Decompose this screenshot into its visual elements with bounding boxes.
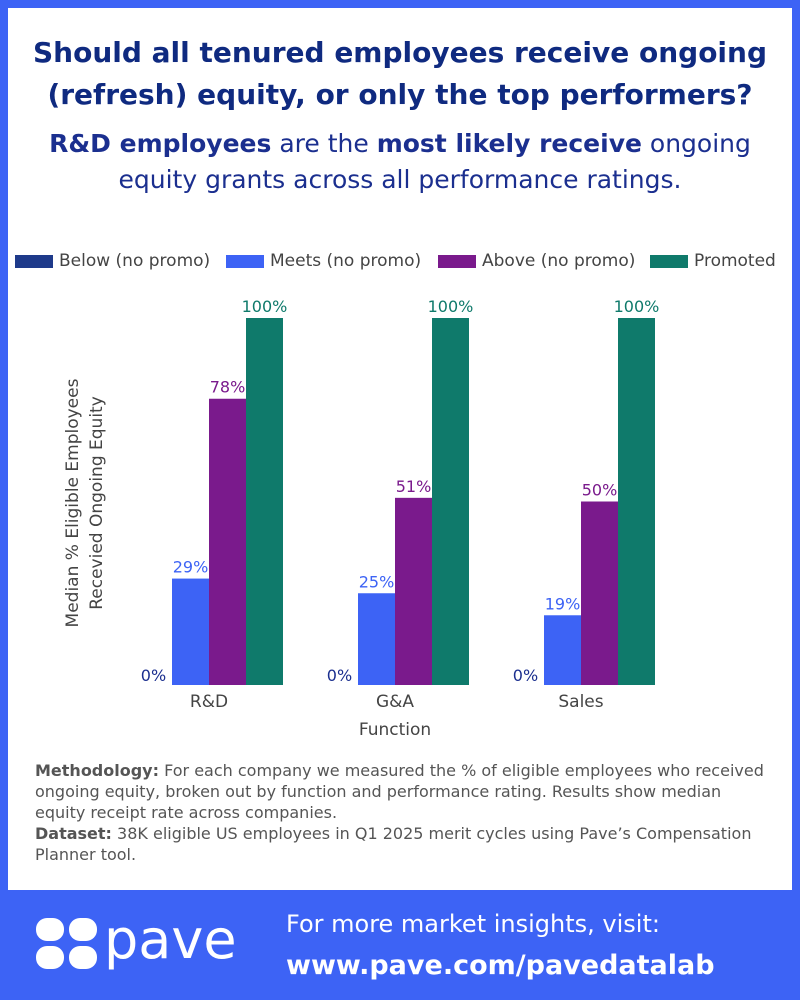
dataset-label: Dataset: (35, 824, 112, 843)
footer-cta-link[interactable]: www.pave.com/pavedatalab (286, 950, 715, 981)
subtitle-line-1: R&D employees are the most likely receiv… (8, 126, 792, 162)
legend-swatch-meets (226, 255, 264, 268)
footer-cta-text: For more market insights, visit: (286, 910, 660, 938)
dataset-paragraph: Dataset: 38K eligible US employees in Q1… (35, 823, 775, 865)
x-tick-label-sales: Sales (558, 692, 603, 712)
x-axis-label: Function (359, 720, 431, 740)
title-line-2: (refresh) equity, or only the top perfor… (47, 78, 753, 111)
bar-r-d-meets (172, 578, 209, 685)
page-title: Should all tenured employees receive ong… (8, 32, 792, 116)
legend-label-above: Above (no promo) (482, 251, 636, 271)
subtitle-line-2: equity grants across all performance rat… (118, 165, 682, 194)
infographic-card: Should all tenured employees receive ong… (8, 8, 792, 890)
bar-sales-above (581, 501, 618, 685)
bar-sales-promoted (618, 318, 655, 685)
subtitle-text-1: are the (271, 129, 377, 158)
bar-g-a-above (395, 497, 432, 685)
subtitle-emphasis-2: most likely receive (376, 129, 642, 158)
bar-chart: Median % Eligible Employees Recevied Ong… (63, 297, 660, 740)
methodology-label: Methodology: (35, 761, 160, 780)
pave-logo-icon (36, 918, 97, 969)
data-label-r-d-below: 0% (141, 666, 166, 685)
data-label-r-d-above: 78% (210, 378, 246, 397)
legend-label-promoted: Promoted (694, 251, 776, 271)
data-label-sales-below: 0% (513, 666, 538, 685)
bar-r-d-above (209, 398, 246, 685)
bar-group: 0% 29% 78% 100% R&D 0% 25% 51% 100% G&A 0% 19% 50% 10… (141, 297, 660, 712)
data-label-g-a-promoted: 100% (428, 297, 474, 316)
bar-g-a-promoted (432, 318, 469, 685)
title-line-1: Should all tenured employees receive ong… (32, 36, 767, 69)
y-axis-label-line-2: Recevied Ongoing Equity (87, 396, 107, 610)
x-tick-label-g-a: G&A (376, 692, 414, 712)
methodology-notes: Methodology: For each company we measure… (35, 760, 775, 865)
bar-r-d-promoted (246, 318, 283, 685)
methodology-paragraph: Methodology: For each company we measure… (35, 760, 775, 823)
legend-swatch-above (438, 255, 476, 268)
legend-swatch-promoted (650, 255, 688, 268)
legend-label-below: Below (no promo) (59, 251, 211, 271)
data-label-sales-promoted: 100% (614, 297, 660, 316)
subtitle-text-2: ongoing (641, 129, 751, 158)
subtitle: R&D employees are the most likely receiv… (8, 126, 792, 198)
data-label-g-a-above: 51% (396, 477, 432, 496)
legend-label-meets: Meets (no promo) (270, 251, 422, 271)
brand-wordmark: pave (104, 908, 237, 971)
data-label-sales-meets: 19% (545, 594, 581, 613)
subtitle-emphasis-1: R&D employees (49, 129, 272, 158)
data-label-g-a-meets: 25% (359, 572, 395, 591)
x-tick-label-r-d: R&D (190, 692, 228, 712)
data-label-sales-above: 50% (582, 481, 618, 500)
data-label-r-d-promoted: 100% (242, 297, 288, 316)
bar-g-a-meets (358, 593, 395, 685)
data-label-g-a-below: 0% (327, 666, 352, 685)
chart-legend: Below (no promo) Meets (no promo) Above … (8, 246, 792, 276)
bar-sales-meets (544, 615, 581, 685)
legend-swatch-below (15, 255, 53, 268)
dataset-text: 38K eligible US employees in Q1 2025 mer… (35, 824, 752, 864)
y-axis-label-line-1: Median % Eligible Employees (63, 378, 83, 627)
methodology-text: For each company we measured the % of el… (35, 761, 764, 822)
data-label-r-d-meets: 29% (173, 558, 209, 577)
